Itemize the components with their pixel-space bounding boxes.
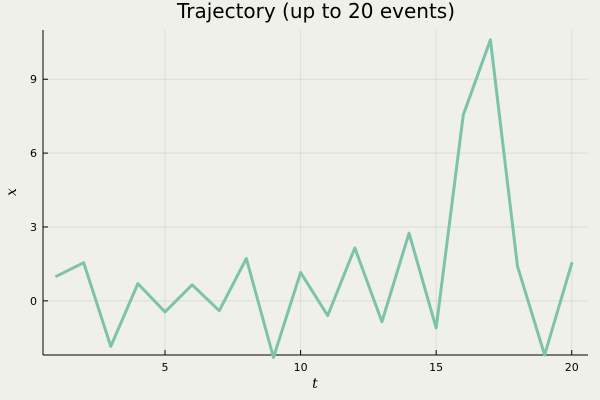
chart-title: Trajectory (up to 20 events) (176, 0, 455, 23)
y-tick-label: 3 (30, 221, 37, 234)
series-line (55, 38, 574, 359)
x-tick-label: 20 (565, 361, 579, 374)
series-group (55, 38, 574, 359)
x-ticks: 5 10 15 20 (162, 350, 579, 374)
x-axis-label: t (312, 376, 318, 392)
x-tick-label: 5 (162, 361, 169, 374)
y-ticks: 0 3 6 9 (30, 73, 48, 308)
y-tick-label: 9 (30, 73, 37, 86)
x-tick-label: 15 (429, 361, 443, 374)
grid (43, 30, 588, 355)
y-tick-label: 6 (30, 147, 37, 160)
y-axis-label: x (4, 188, 20, 196)
y-tick-label: 0 (30, 295, 37, 308)
x-tick-label: 10 (294, 361, 308, 374)
